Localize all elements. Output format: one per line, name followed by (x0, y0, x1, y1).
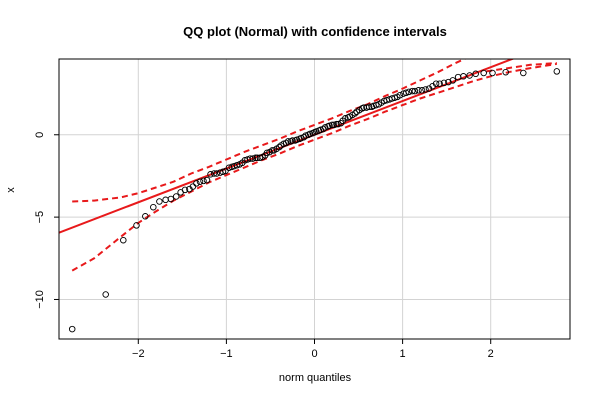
data-point (432, 80, 440, 87)
data-point (196, 178, 204, 185)
data-point (213, 170, 220, 177)
data-point (222, 167, 229, 175)
data-point (553, 68, 561, 75)
data-point (150, 203, 157, 211)
data-point (472, 70, 479, 78)
x-tick-label: 2 (488, 348, 494, 360)
data-point (142, 213, 149, 220)
data-point (418, 87, 426, 94)
data-point (102, 291, 109, 298)
data-point (440, 79, 448, 87)
data-point (249, 155, 257, 162)
data-point (203, 176, 211, 184)
data-point (365, 103, 373, 111)
data-point (167, 195, 175, 203)
data-point (284, 138, 292, 145)
data-point (396, 91, 404, 99)
data-point (133, 222, 140, 229)
y-axis-label: x (5, 187, 17, 193)
data-point (436, 80, 443, 87)
data-point (156, 198, 163, 205)
data-point (466, 72, 473, 79)
data-point (68, 325, 76, 333)
data-point (330, 121, 338, 129)
data-point (328, 121, 336, 129)
chart-title: QQ plot (Normal) with confidence interva… (183, 24, 447, 39)
data-point (415, 87, 422, 94)
data-point (480, 69, 487, 77)
data-point (391, 94, 398, 101)
y-tick-label: −5 (34, 211, 46, 224)
data-point (449, 77, 457, 84)
ci-upper-right-line (486, 62, 557, 73)
data-point (445, 78, 452, 86)
data-point (193, 180, 200, 187)
data-point (256, 154, 264, 162)
data-point (520, 69, 527, 77)
grid-lines (59, 59, 570, 339)
data-point (326, 122, 333, 129)
ci-lower-line (71, 62, 557, 272)
confidence-band (71, 59, 557, 272)
data-point (342, 115, 349, 122)
data-point (263, 149, 271, 157)
data-point (200, 177, 207, 185)
data-point (402, 89, 410, 97)
data-point (502, 68, 509, 76)
x-tick-label: 1 (400, 348, 406, 360)
data-point (411, 87, 419, 95)
data-point (351, 110, 359, 117)
data-point (207, 171, 214, 178)
data-point (120, 236, 127, 244)
data-point (460, 73, 467, 80)
data-point (405, 88, 413, 96)
data-point (162, 196, 169, 204)
data-point (233, 161, 241, 169)
data-point (409, 87, 416, 95)
y-tick-label: 0 (34, 132, 46, 138)
y-axis: −10 −5 0 (34, 132, 59, 309)
data-point (422, 86, 429, 93)
x-tick-label: −2 (132, 348, 145, 360)
x-axis: −2 −1 0 1 2 (132, 339, 494, 360)
data-points (68, 68, 561, 333)
data-point (252, 154, 259, 162)
data-point (283, 139, 290, 147)
data-point (489, 69, 496, 77)
data-point (219, 168, 227, 176)
data-point (306, 130, 314, 138)
data-point (333, 120, 340, 128)
data-point (210, 170, 218, 177)
data-point (372, 101, 380, 109)
x-tick-label: −1 (220, 348, 233, 360)
x-tick-label: 0 (311, 348, 317, 360)
data-point (302, 132, 309, 139)
x-axis-label: norm quantiles (279, 372, 352, 384)
data-point (181, 186, 189, 194)
data-point (189, 183, 197, 190)
data-point (293, 136, 301, 143)
data-point (276, 143, 283, 151)
data-point (289, 137, 296, 144)
data-point (268, 147, 276, 154)
y-tick-label: −10 (34, 290, 46, 309)
ci-upper-line (72, 59, 467, 203)
data-point (172, 193, 180, 200)
